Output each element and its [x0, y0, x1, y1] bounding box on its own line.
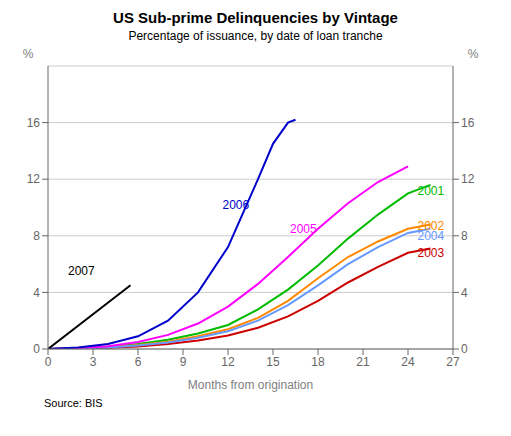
svg-text:12: 12 [461, 172, 475, 186]
svg-text:15: 15 [266, 355, 280, 369]
svg-text:2005: 2005 [290, 222, 317, 236]
svg-text:%: % [23, 47, 34, 61]
svg-text:16: 16 [27, 116, 41, 130]
svg-text:2002: 2002 [417, 219, 445, 234]
svg-text:12: 12 [27, 172, 41, 186]
svg-text:4: 4 [461, 286, 468, 300]
svg-text:12: 12 [221, 355, 235, 369]
svg-text:2003: 2003 [418, 246, 445, 260]
svg-text:Months from origination: Months from origination [188, 378, 313, 392]
svg-text:2004: 2004 [418, 229, 445, 243]
html-text:Source: BIS: Source: BIS [44, 397, 103, 409]
svg-text:2006: 2006 [223, 198, 250, 212]
svg-text:24: 24 [401, 355, 415, 369]
svg-text:3: 3 [90, 355, 97, 369]
svg-text:8: 8 [33, 229, 40, 243]
svg-text:4: 4 [33, 286, 40, 300]
svg-text:27: 27 [446, 355, 460, 369]
svg-text:2001: 2001 [418, 184, 445, 198]
svg-text:9: 9 [180, 355, 187, 369]
svg-text:0: 0 [33, 342, 40, 356]
svg-text:0: 0 [45, 355, 52, 369]
svg-text:16: 16 [461, 116, 475, 130]
html-text:Percentage of issuance, by dat: Percentage of issuance, by date of loan … [128, 29, 383, 43]
html-text:US Sub-prime Delinquencies by: US Sub-prime Delinquencies by Vintage [113, 9, 398, 26]
svg-text:2007: 2007 [68, 264, 95, 278]
svg-text:%: % [468, 47, 479, 61]
svg-text:8: 8 [461, 229, 468, 243]
svg-text:18: 18 [311, 355, 325, 369]
svg-text:21: 21 [356, 355, 370, 369]
svg-text:0: 0 [461, 342, 468, 356]
svg-text:6: 6 [135, 355, 142, 369]
